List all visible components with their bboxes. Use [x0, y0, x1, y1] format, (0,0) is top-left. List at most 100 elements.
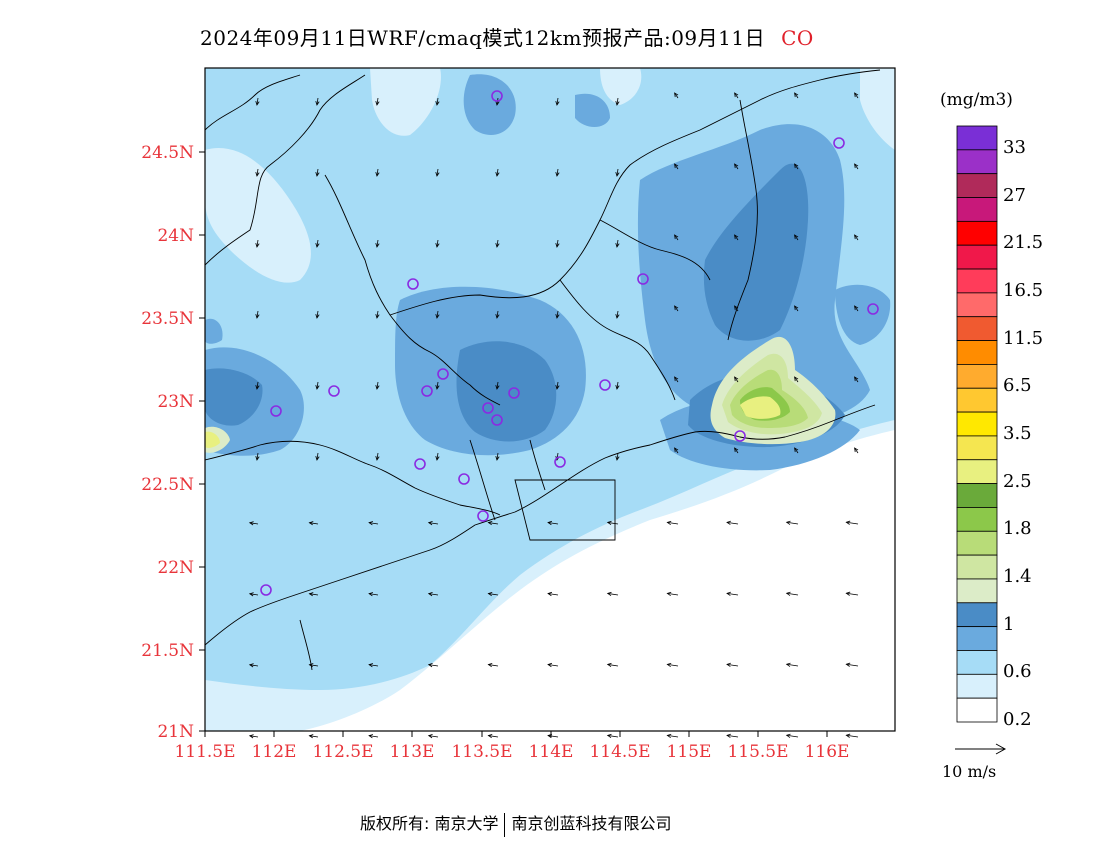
lon-label: 114.5E — [589, 742, 650, 762]
lon-label: 112E — [252, 742, 297, 762]
station-marker — [491, 90, 503, 102]
colorbar-swatch — [956, 507, 998, 532]
wind-arrow — [495, 168, 500, 177]
wind-arrow — [785, 733, 799, 738]
lat-label: 23.5N — [141, 309, 194, 329]
station-marker — [458, 473, 470, 485]
lon-label: 114E — [529, 742, 574, 762]
wind-arrow — [427, 663, 439, 668]
lon-label: 111.5E — [174, 742, 235, 762]
wind-arrow — [375, 97, 380, 106]
wind-arrow — [435, 239, 440, 248]
wind-arrow — [255, 310, 260, 319]
wind-arrow — [315, 381, 320, 390]
wind-arrow — [555, 381, 560, 390]
station-marker — [414, 458, 426, 470]
colorbar-label: 21.5 — [1003, 232, 1044, 254]
colorbar-swatch — [956, 697, 998, 723]
wind-arrow — [734, 447, 739, 454]
wind-arrow — [726, 591, 739, 596]
wind-arrow — [555, 97, 560, 106]
wind-arrow — [427, 592, 439, 597]
wind-arrow — [495, 310, 500, 319]
lat-label: 24.5N — [141, 143, 194, 163]
wind-arrow — [255, 239, 260, 248]
lat-label: 23N — [157, 392, 194, 412]
lat-label: 21N — [157, 722, 194, 742]
colorbar-swatch — [956, 220, 998, 246]
wind-arrow — [368, 592, 379, 597]
colorbar-swatch — [956, 244, 998, 270]
wind-arrow — [794, 447, 799, 454]
wind-arrow — [487, 662, 499, 668]
colorbar-swatch — [956, 626, 998, 651]
wind-arrow — [368, 663, 379, 668]
colorbar-swatch — [956, 411, 998, 437]
wind-arrow — [854, 92, 859, 99]
lon-label: 113.5E — [451, 742, 512, 762]
lon-label: 115E — [667, 742, 712, 762]
footer-right: 南京创蓝科技有限公司 — [511, 814, 672, 833]
wind-arrow — [845, 733, 859, 738]
colorbar-label: 33 — [1003, 136, 1026, 158]
wind-arrow — [615, 239, 620, 248]
wind-arrow — [845, 591, 859, 596]
wind-arrow — [785, 591, 799, 596]
wind-arrow — [726, 662, 739, 667]
map-title: 2024年09月11日WRF/cmaq模式12km预报产品:09月11日 CO — [200, 22, 814, 51]
wind-arrow — [487, 591, 499, 597]
wind-arrow — [495, 381, 500, 390]
colorbar-label: 16.5 — [1003, 279, 1044, 301]
wind-arrow — [248, 521, 259, 526]
colorbar-swatch — [956, 268, 998, 294]
wind-arrow — [794, 305, 799, 312]
wind-arrow — [606, 591, 619, 597]
station-marker — [437, 368, 449, 380]
wind-arrow — [435, 381, 440, 390]
wind-arrow — [487, 520, 499, 526]
wind-arrow — [495, 239, 500, 248]
copyright-footer: 版权所有: 南京大学 南京创蓝科技有限公司 — [360, 810, 672, 837]
wind-arrow — [726, 520, 739, 525]
wind-arrow — [368, 734, 379, 739]
wind-arrow — [854, 447, 859, 454]
wind-arrow — [854, 305, 859, 312]
footer-separator — [504, 812, 506, 837]
wind-arrow — [555, 239, 560, 248]
station-marker — [477, 510, 489, 522]
wind-arrow — [734, 234, 739, 241]
wind-arrow — [248, 592, 259, 597]
colorbar-swatch — [956, 650, 998, 675]
station-marker — [270, 405, 282, 417]
wind-arrow — [255, 97, 260, 106]
lon-label: 115.5E — [727, 742, 788, 762]
wind-arrow — [734, 92, 739, 99]
wind-arrow — [854, 376, 859, 383]
wind-arrow — [674, 234, 679, 241]
lon-label: 116E — [805, 742, 850, 762]
lat-label: 21.5N — [141, 641, 194, 661]
wind-arrow — [845, 520, 859, 525]
colorbar-swatch — [956, 435, 998, 461]
longitude-axis: 111.5E 112E 112.5E 113E 113.5E 114E 114.5E 115E… — [174, 731, 849, 762]
wind-arrow — [854, 234, 859, 241]
wind-arrow — [666, 733, 679, 738]
station-marker — [421, 385, 433, 397]
colorbar-label: 3.5 — [1003, 422, 1032, 444]
station-marker — [599, 379, 611, 391]
station-marker — [734, 430, 746, 442]
lat-label: 24N — [157, 226, 194, 246]
colorbar-label: 1.4 — [1003, 565, 1032, 587]
colorbar-swatch — [956, 125, 998, 151]
wind-arrow — [734, 163, 739, 170]
wind-arrow — [606, 733, 619, 739]
colorbar-swatch — [956, 197, 998, 222]
wind-arrow — [308, 734, 319, 739]
wind-arrow — [315, 97, 320, 106]
station-marker — [867, 303, 879, 315]
station-marker — [482, 402, 494, 414]
wind-arrow — [375, 310, 380, 319]
wind-arrow — [674, 305, 679, 312]
